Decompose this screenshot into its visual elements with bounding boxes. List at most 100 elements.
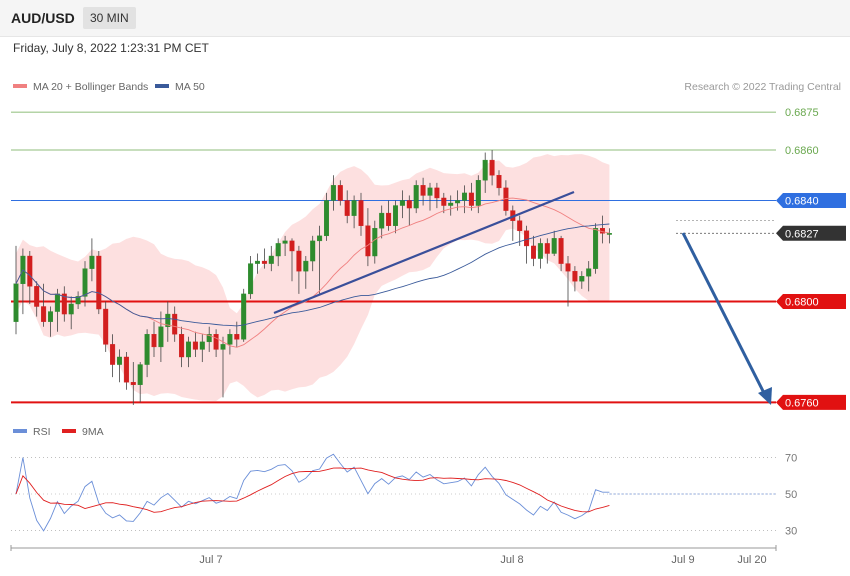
candle-body — [372, 228, 378, 257]
candle-57 — [406, 195, 412, 226]
candle-19 — [144, 329, 150, 378]
candle-15 — [116, 349, 122, 383]
candle-body — [537, 243, 543, 259]
candle-body — [158, 326, 164, 348]
candle-body — [337, 185, 343, 201]
candle-35 — [254, 253, 260, 274]
candle-74 — [524, 225, 530, 264]
candle-body — [344, 200, 350, 216]
candle-body — [268, 255, 274, 264]
level-tag-0.6800 — [776, 293, 846, 309]
candle-body — [324, 200, 330, 237]
level-label-0.6800: 0.6800 — [785, 296, 819, 308]
candle-body — [227, 334, 233, 345]
candle-13 — [103, 301, 109, 352]
candle-body — [406, 200, 412, 209]
candle-25 — [185, 336, 191, 368]
level-label-0.6860: 0.6860 — [785, 145, 819, 157]
candle-16 — [123, 351, 129, 390]
candle-61 — [434, 182, 440, 209]
candle-40 — [289, 238, 295, 282]
candle-body — [75, 296, 81, 305]
candle-body — [351, 200, 357, 216]
candle-body — [103, 308, 109, 345]
candle-50 — [358, 192, 364, 236]
candle-43 — [310, 235, 316, 272]
candle-23 — [172, 306, 178, 342]
candle-body — [213, 334, 219, 350]
candle-55 — [393, 200, 399, 234]
candle-body — [427, 187, 433, 196]
candle-body — [365, 225, 371, 257]
candle-59 — [420, 177, 426, 206]
candle-body — [110, 344, 116, 365]
bollinger-band — [16, 154, 610, 401]
candle-body — [572, 270, 578, 282]
candle-body — [455, 200, 461, 204]
level-tag-0.6760 — [776, 394, 846, 410]
candle-83 — [586, 261, 592, 292]
candle-body — [13, 283, 19, 322]
candle-8 — [68, 296, 74, 330]
rsi-legend-swatch — [13, 429, 27, 433]
candle-56 — [399, 190, 405, 219]
candle-body — [68, 303, 74, 315]
candle-body — [61, 293, 67, 315]
candle-body — [296, 250, 302, 272]
candle-31 — [227, 329, 233, 355]
candle-body — [165, 313, 171, 327]
ma50-legend-label: MA 50 — [175, 81, 205, 93]
candle-body — [448, 202, 454, 206]
candle-11 — [89, 238, 95, 282]
candle-body — [420, 185, 426, 196]
candle-body — [482, 159, 488, 181]
candle-10 — [82, 261, 88, 307]
candle-77 — [544, 238, 550, 264]
candle-body — [358, 200, 364, 226]
credit-label: Research © 2022 Trading Central — [684, 81, 841, 93]
candle-body — [54, 293, 60, 312]
candle-39 — [282, 235, 288, 257]
candle-body — [317, 235, 323, 242]
candle-38 — [275, 238, 281, 267]
candle-body — [489, 159, 495, 176]
candle-body — [393, 205, 399, 226]
candle-65 — [462, 185, 468, 214]
candle-body — [544, 243, 550, 254]
candle-body — [261, 260, 267, 264]
candle-body — [475, 180, 481, 206]
candle-body — [330, 185, 336, 201]
timeframe-button[interactable]: 30 MIN — [83, 7, 136, 29]
ma20-legend-swatch — [13, 84, 27, 88]
candle-body — [413, 185, 419, 209]
ma50-legend-swatch — [155, 84, 169, 88]
candle-2 — [27, 250, 33, 304]
candle-86 — [606, 228, 612, 244]
candle-69 — [489, 150, 495, 186]
candle-22 — [165, 301, 171, 342]
x-tick-jul-7: Jul 7 — [199, 554, 222, 566]
candle-68 — [482, 152, 488, 193]
candle-body — [172, 313, 178, 335]
rsi-tick-70: 70 — [785, 453, 797, 465]
candle-body — [220, 344, 226, 350]
candle-body — [123, 356, 129, 383]
candle-body — [606, 233, 612, 235]
candle-body — [275, 243, 281, 257]
candle-body — [144, 334, 150, 365]
candle-body — [593, 228, 599, 269]
candle-42 — [303, 256, 309, 289]
candle-45 — [324, 192, 330, 241]
candle-body — [531, 245, 537, 259]
candle-37 — [268, 245, 274, 272]
candle-body — [192, 341, 198, 350]
candle-1 — [20, 248, 26, 315]
candle-body — [206, 334, 212, 343]
candle-18 — [137, 362, 143, 403]
candle-body — [116, 356, 122, 365]
level-label-0.6875: 0.6875 — [785, 107, 819, 119]
rsi-tick-50: 50 — [785, 489, 797, 501]
candle-body — [282, 240, 288, 244]
